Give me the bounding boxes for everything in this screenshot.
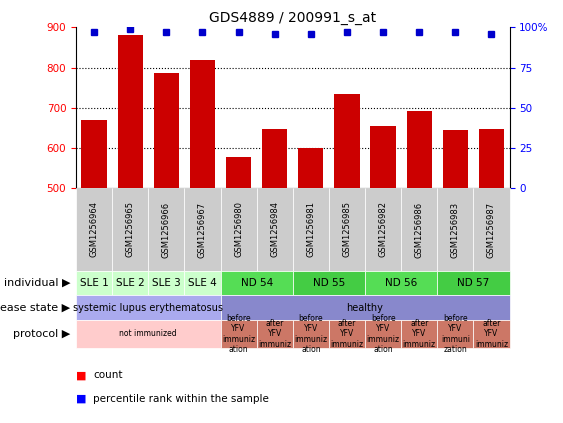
- Bar: [334, 94, 360, 188]
- Text: before
YFV
immuniz
ation: before YFV immuniz ation: [222, 314, 255, 354]
- Text: count: count: [93, 371, 122, 381]
- Text: healthy: healthy: [347, 302, 383, 313]
- Text: SLE 4: SLE 4: [188, 278, 217, 288]
- Text: after
YFV
immuniz: after YFV immuniz: [403, 319, 436, 349]
- Text: ■: ■: [76, 394, 87, 404]
- Title: GDS4889 / 200991_s_at: GDS4889 / 200991_s_at: [209, 11, 376, 25]
- Text: ND 56: ND 56: [385, 278, 417, 288]
- Bar: [190, 60, 215, 188]
- Text: after
YFV
immuniz: after YFV immuniz: [475, 319, 508, 349]
- Text: GSM1256980: GSM1256980: [234, 201, 243, 258]
- Text: GSM1256986: GSM1256986: [415, 201, 424, 258]
- Text: before
YFV
immuni
zation: before YFV immuni zation: [441, 314, 470, 354]
- Bar: [443, 130, 468, 188]
- Text: GSM1256964: GSM1256964: [90, 201, 99, 258]
- Text: SLE 3: SLE 3: [152, 278, 181, 288]
- Text: protocol ▶: protocol ▶: [13, 329, 70, 339]
- Text: GSM1256982: GSM1256982: [378, 201, 387, 258]
- Text: after
YFV
immuniz: after YFV immuniz: [258, 319, 291, 349]
- Text: GSM1256967: GSM1256967: [198, 201, 207, 258]
- Text: SLE 1: SLE 1: [80, 278, 109, 288]
- Bar: [118, 35, 143, 188]
- Bar: [262, 129, 287, 188]
- Text: ND 55: ND 55: [313, 278, 345, 288]
- Bar: [298, 148, 324, 188]
- Text: after
YFV
immuniz: after YFV immuniz: [330, 319, 364, 349]
- Text: disease state ▶: disease state ▶: [0, 302, 70, 313]
- Text: ND 54: ND 54: [240, 278, 272, 288]
- Text: GSM1256965: GSM1256965: [126, 201, 135, 258]
- Bar: [82, 120, 107, 188]
- Text: individual ▶: individual ▶: [4, 278, 70, 288]
- Bar: [370, 126, 396, 188]
- Text: before
YFV
immuniz
ation: before YFV immuniz ation: [367, 314, 400, 354]
- Text: SLE 2: SLE 2: [116, 278, 145, 288]
- Bar: [154, 73, 179, 188]
- Text: GSM1256966: GSM1256966: [162, 201, 171, 258]
- Text: GSM1256983: GSM1256983: [451, 201, 460, 258]
- Text: systemic lupus erythematosus: systemic lupus erythematosus: [73, 302, 224, 313]
- Text: GSM1256981: GSM1256981: [306, 201, 315, 258]
- Bar: [226, 157, 251, 188]
- Text: ND 57: ND 57: [457, 278, 489, 288]
- Text: not immunized: not immunized: [119, 330, 177, 338]
- Text: ■: ■: [76, 371, 87, 381]
- Text: GSM1256984: GSM1256984: [270, 201, 279, 258]
- Bar: [479, 129, 504, 188]
- Text: GSM1256987: GSM1256987: [487, 201, 496, 258]
- Text: percentile rank within the sample: percentile rank within the sample: [93, 394, 269, 404]
- Text: GSM1256985: GSM1256985: [342, 201, 351, 258]
- Bar: [406, 111, 432, 188]
- Text: before
YFV
immuniz
ation: before YFV immuniz ation: [294, 314, 328, 354]
